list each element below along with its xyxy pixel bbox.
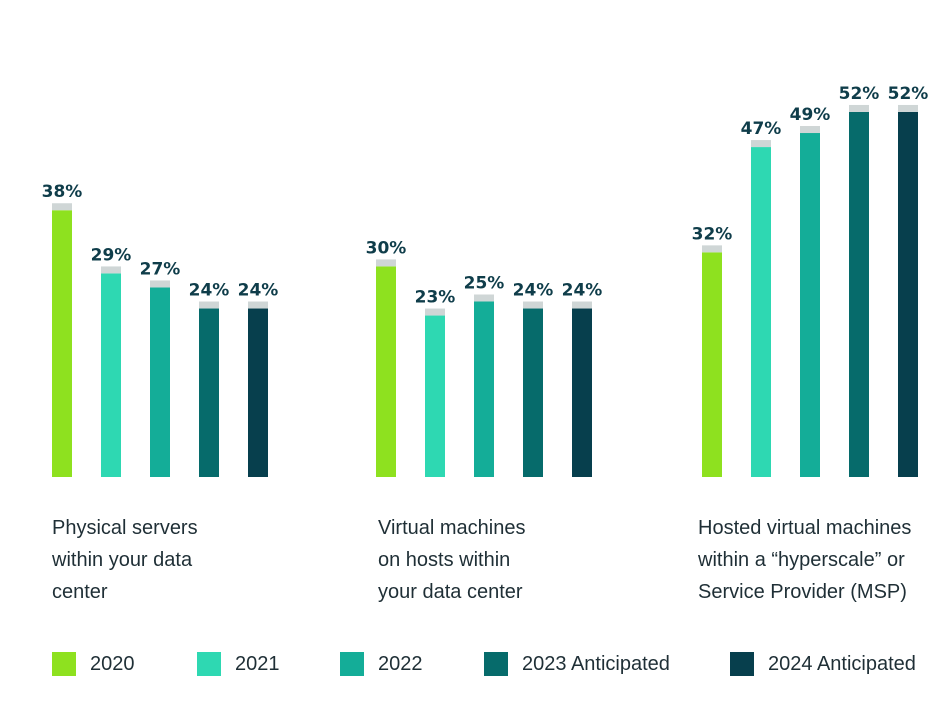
bar-cap-0-2 <box>150 280 170 288</box>
bar-cap-1-4 <box>572 301 592 309</box>
bar-0-0 <box>52 210 72 478</box>
legend-swatch-1 <box>197 652 221 676</box>
value-label-0-2: 27% <box>140 259 181 279</box>
value-label-0-4: 24% <box>238 281 279 301</box>
bar-2-1 <box>751 147 771 477</box>
bar-cap-2-1 <box>751 140 771 148</box>
bar-2-4 <box>898 111 918 478</box>
bar-1-0 <box>376 266 396 477</box>
legend-label-1: 2021 <box>235 652 280 675</box>
legend: 2020 2021 2022 2023 Anticipated 2024 Anticip… <box>0 652 950 682</box>
value-label-2-1: 47% <box>741 119 782 139</box>
bar-0-2 <box>150 287 170 477</box>
legend-item-2: 2022 <box>340 652 423 676</box>
legend-swatch-4 <box>730 652 754 676</box>
bar-cap-0-1 <box>101 266 121 274</box>
value-label-1-2: 25% <box>464 274 505 294</box>
bar-cap-1-2 <box>474 294 494 302</box>
legend-label-0: 2020 <box>90 652 135 675</box>
value-label-1-0: 30% <box>366 238 407 258</box>
legend-item-4: 2024 Anticipated <box>730 652 916 676</box>
bar-cap-0-3 <box>199 301 219 309</box>
bar-0-3 <box>199 308 219 477</box>
bar-1-1 <box>425 315 445 477</box>
value-label-2-2: 49% <box>790 105 831 125</box>
legend-item-1: 2021 <box>197 652 280 676</box>
value-label-0-0: 38% <box>42 182 83 202</box>
bar-2-2 <box>800 133 820 477</box>
category-label-1: Virtual machines on hosts within your da… <box>378 517 526 603</box>
bar-cap-0-0 <box>52 203 72 211</box>
bar-cap-2-0 <box>702 245 722 253</box>
bar-cap-1-3 <box>523 301 543 309</box>
bar-2-3 <box>849 111 869 478</box>
legend-swatch-0 <box>52 652 76 676</box>
bar-1-4 <box>572 308 592 477</box>
bar-chart: 38% 30% 32% 29% 23% 47% 27% 25% 49% 24% 24% 52% 24% 2… <box>42 84 929 478</box>
value-label-2-0: 32% <box>692 224 733 244</box>
bar-cap-1-1 <box>425 308 445 316</box>
legend-item-3: 2023 Anticipated <box>484 652 670 676</box>
category-label-0: Physical servers within your data center <box>52 517 198 603</box>
legend-label-4: 2024 Anticipated <box>768 652 916 675</box>
legend-label-3: 2023 Anticipated <box>522 652 670 675</box>
bar-cap-2-4 <box>898 104 918 112</box>
bar-1-2 <box>474 301 494 477</box>
value-label-1-4: 24% <box>562 281 603 301</box>
bar-0-1 <box>101 273 121 477</box>
value-label-2-3: 52% <box>839 84 880 104</box>
category-label-2: Hosted virtual machines within a “hypers… <box>698 517 912 603</box>
bar-cap-2-2 <box>800 126 820 134</box>
legend-label-2: 2022 <box>378 652 423 675</box>
legend-item-0: 2020 <box>52 652 135 676</box>
value-label-0-1: 29% <box>91 245 132 265</box>
bar-cap-0-4 <box>248 301 268 309</box>
bar-0-4 <box>248 308 268 477</box>
bar-cap-2-3 <box>849 104 869 112</box>
value-label-1-1: 23% <box>415 288 456 308</box>
legend-swatch-2 <box>340 652 364 676</box>
bar-cap-1-0 <box>376 259 396 267</box>
bar-1-3 <box>523 308 543 477</box>
value-label-0-3: 24% <box>189 281 230 301</box>
value-label-1-3: 24% <box>513 281 554 301</box>
legend-swatch-3 <box>484 652 508 676</box>
value-label-2-4: 52% <box>888 84 929 104</box>
bar-2-0 <box>702 252 722 477</box>
